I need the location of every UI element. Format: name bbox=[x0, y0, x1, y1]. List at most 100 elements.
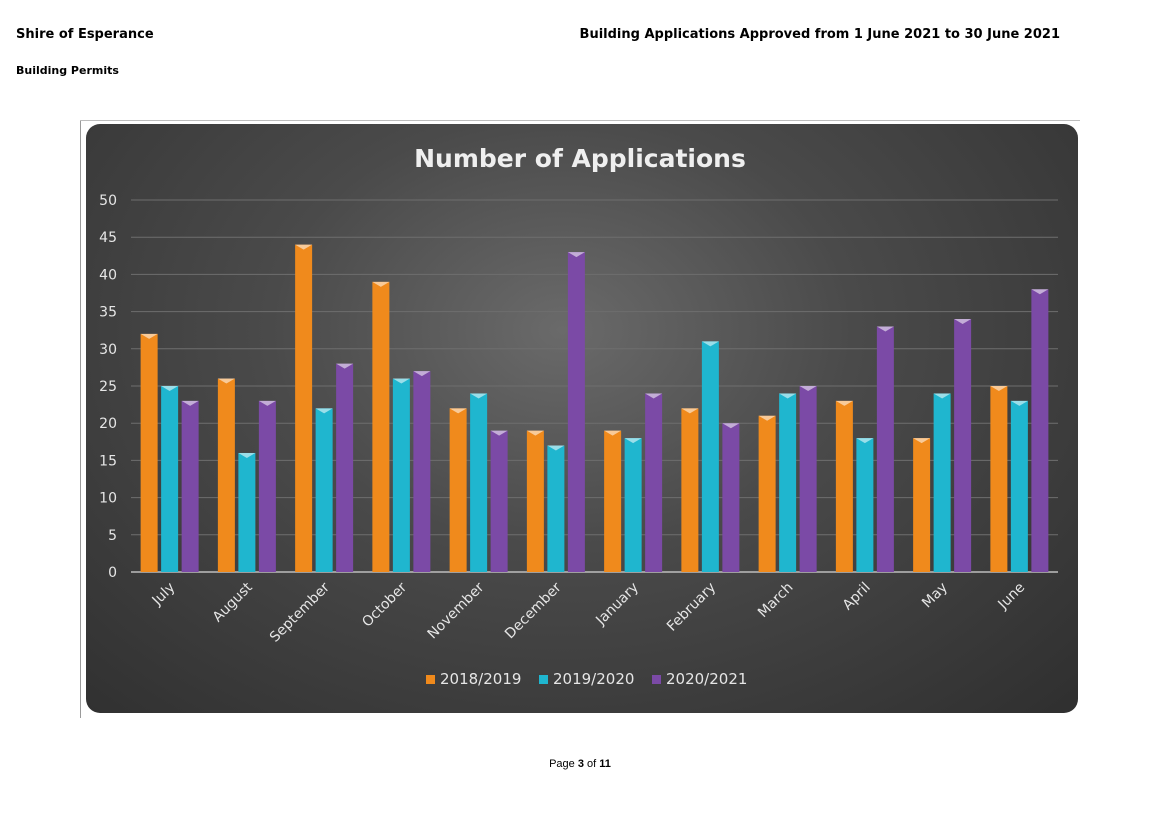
bar bbox=[449, 408, 467, 572]
y-tick-label: 35 bbox=[99, 305, 117, 321]
bar bbox=[856, 438, 874, 572]
y-axis-ticks: 0 5 10 15 20 25 30 35 40 45 50 bbox=[99, 193, 117, 581]
bars bbox=[140, 244, 1049, 572]
bar-cap bbox=[470, 393, 488, 399]
bar bbox=[722, 423, 740, 572]
y-tick-label: 40 bbox=[99, 267, 117, 283]
bar bbox=[681, 408, 699, 572]
y-tick-label: 50 bbox=[99, 193, 117, 209]
bar bbox=[547, 445, 565, 572]
y-tick-label: 25 bbox=[99, 379, 117, 395]
x-tick-label: November bbox=[425, 579, 488, 642]
section-title: Building Permits bbox=[16, 64, 119, 77]
bar-cap bbox=[413, 371, 431, 377]
bar-cap bbox=[645, 393, 663, 399]
bar-cap bbox=[779, 393, 797, 399]
bar bbox=[913, 438, 931, 572]
page-total: 11 bbox=[599, 758, 611, 770]
bar bbox=[470, 393, 488, 572]
bar bbox=[604, 430, 622, 572]
x-tick-label: September bbox=[267, 579, 333, 645]
bar bbox=[336, 363, 354, 572]
chart-title: Number of Applications bbox=[414, 144, 746, 173]
y-tick-label: 15 bbox=[99, 453, 117, 469]
y-tick-label: 20 bbox=[99, 416, 117, 432]
bar-cap bbox=[140, 333, 158, 339]
bar bbox=[258, 400, 276, 572]
bar bbox=[954, 319, 972, 572]
x-tick-label: July bbox=[149, 580, 179, 610]
bar-cap bbox=[913, 438, 931, 444]
bar bbox=[140, 333, 158, 572]
bar bbox=[295, 244, 313, 572]
bar-cap bbox=[295, 244, 313, 250]
y-tick-label: 0 bbox=[108, 565, 117, 581]
bar bbox=[413, 371, 431, 572]
x-tick-label: April bbox=[840, 580, 874, 614]
bar-cap bbox=[372, 281, 390, 287]
bar-cap bbox=[336, 363, 354, 369]
bar bbox=[1010, 400, 1028, 572]
report-title: Building Applications Approved from 1 Ju… bbox=[579, 27, 1060, 42]
organisation-name: Shire of Esperance bbox=[16, 27, 154, 42]
y-tick-label: 5 bbox=[108, 528, 117, 544]
legend-label: 2019/2020 bbox=[553, 670, 634, 688]
bar bbox=[933, 393, 951, 572]
bar bbox=[835, 400, 853, 572]
of-word: of bbox=[587, 758, 597, 770]
bar bbox=[526, 430, 544, 572]
bar bbox=[392, 378, 410, 572]
bar-cap bbox=[835, 400, 853, 406]
x-tick-label: June bbox=[995, 580, 1029, 614]
bar bbox=[315, 408, 333, 572]
page-current: 3 bbox=[577, 758, 584, 770]
gridlines bbox=[131, 199, 1058, 573]
bar bbox=[567, 252, 585, 572]
legend-swatch bbox=[652, 675, 661, 684]
bar bbox=[238, 452, 256, 572]
bar-cap bbox=[954, 319, 972, 325]
chart-frame-left-border bbox=[80, 120, 81, 718]
bar-cap bbox=[567, 252, 585, 258]
y-tick-label: 45 bbox=[99, 230, 117, 246]
bar bbox=[161, 386, 179, 572]
x-tick-label: January bbox=[592, 580, 642, 630]
bar bbox=[372, 281, 390, 572]
x-tick-label: May bbox=[919, 580, 951, 612]
bar-cap bbox=[1031, 289, 1049, 295]
bar bbox=[624, 438, 642, 572]
bar-cap bbox=[933, 393, 951, 399]
bar-cap bbox=[258, 400, 276, 406]
page-footer: Page 3 of 11 bbox=[0, 758, 1160, 770]
bar bbox=[1031, 289, 1049, 572]
bar bbox=[645, 393, 663, 572]
applications-bar-chart: Number of Applications 0 5 10 15 20 25 30 35 40 4… bbox=[99, 144, 1058, 688]
bar-cap bbox=[758, 415, 776, 421]
bar bbox=[217, 378, 235, 572]
bar-cap bbox=[315, 408, 333, 414]
bar bbox=[876, 326, 894, 572]
bar bbox=[799, 386, 817, 572]
bar-cap bbox=[547, 445, 565, 451]
bar-cap bbox=[799, 386, 817, 391]
x-tick-label: December bbox=[502, 579, 565, 642]
bar bbox=[490, 430, 508, 572]
bar bbox=[990, 386, 1008, 572]
bar-cap bbox=[701, 341, 719, 347]
bar-cap bbox=[217, 378, 235, 384]
x-tick-label: October bbox=[359, 579, 410, 630]
bar-cap bbox=[624, 438, 642, 444]
chart-panel: Number of Applications 0 5 10 15 20 25 30 35 40 4… bbox=[86, 124, 1078, 713]
bar-cap bbox=[490, 430, 508, 436]
x-tick-label: August bbox=[210, 579, 256, 625]
x-tick-label: March bbox=[755, 580, 796, 621]
bar-cap bbox=[392, 378, 410, 384]
legend-label: 2020/2021 bbox=[666, 670, 747, 688]
bar-cap bbox=[238, 452, 256, 458]
x-tick-label: February bbox=[664, 580, 719, 635]
bar-cap bbox=[181, 400, 199, 406]
legend-swatch bbox=[426, 675, 435, 684]
y-tick-label: 30 bbox=[99, 342, 117, 358]
bar-cap bbox=[856, 438, 874, 444]
bar-cap bbox=[526, 430, 544, 436]
